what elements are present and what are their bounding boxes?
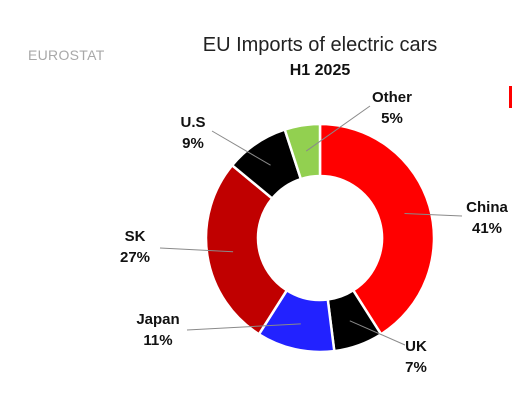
chart-title: EU Imports of electric cars xyxy=(202,34,438,56)
category-label: Other xyxy=(372,89,412,106)
source-label: EUROSTAT xyxy=(28,47,105,63)
slice-other xyxy=(283,122,322,181)
category-label: UK xyxy=(405,338,427,355)
leader-line xyxy=(186,323,301,331)
category-label: SK xyxy=(125,228,146,245)
slice-sk xyxy=(204,163,289,336)
chart-subtitle: H1 2025 xyxy=(289,62,351,79)
leader-line xyxy=(211,130,271,166)
leader-line xyxy=(349,320,406,346)
value-label: 41% xyxy=(472,220,502,237)
value-label: 9% xyxy=(182,135,204,152)
edge-decoration xyxy=(509,86,512,108)
category-label: U.S xyxy=(180,114,205,131)
category-label: China xyxy=(466,199,508,216)
value-label: 5% xyxy=(381,110,403,127)
category-label: Japan xyxy=(136,311,179,328)
value-label: 7% xyxy=(405,359,427,376)
leader-line xyxy=(159,247,234,253)
value-label: 11% xyxy=(143,332,172,349)
leader-line xyxy=(404,212,463,217)
slice-china xyxy=(318,122,436,336)
leader-line xyxy=(305,105,371,152)
value-label: 27% xyxy=(120,249,150,266)
